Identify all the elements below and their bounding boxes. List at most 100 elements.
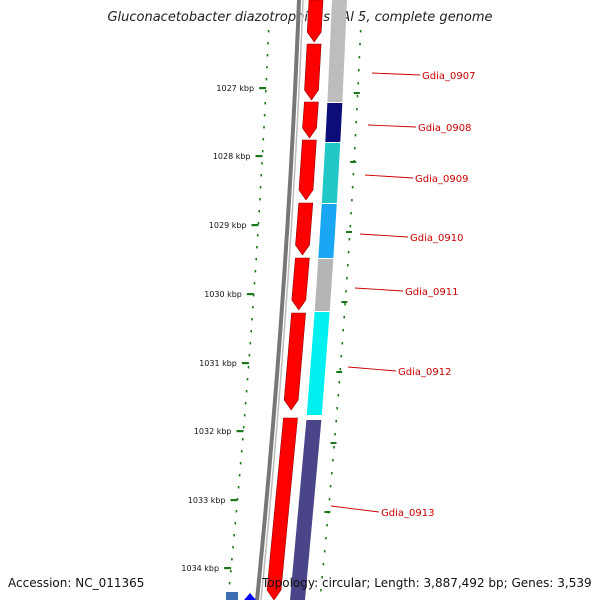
- ruler-dot-outer: [346, 277, 348, 280]
- ruler-dot-outer: [339, 368, 342, 371]
- accession-text: Accession: NC_011365: [8, 576, 145, 590]
- gene-label-leader: [347, 366, 397, 372]
- outer-tick: [353, 92, 360, 94]
- topology-text: Topology: circular; Length: 3,887,492 bp…: [262, 576, 592, 590]
- ruler-dot-outer: [351, 199, 353, 202]
- ruler-dot-outer: [338, 381, 341, 384]
- ruler-dot: [241, 438, 244, 441]
- ruler-dot: [261, 150, 264, 153]
- ruler-dot: [232, 546, 234, 549]
- ruler-dot-outer: [356, 108, 358, 111]
- backbone-line: [255, 0, 301, 600]
- gene-label: Gdia_0909: [415, 174, 468, 185]
- ruler-dot-outer: [351, 186, 354, 189]
- ruler-dot: [259, 186, 262, 189]
- ruler-tick-label: 1028 kbp: [213, 152, 251, 161]
- ruler-dot-outer: [359, 43, 361, 46]
- backbone-line-inner: [260, 0, 304, 600]
- ruler-dot-outer: [357, 82, 359, 85]
- ruler-dot-outer: [356, 95, 359, 98]
- ruler-dot-outer: [335, 420, 337, 423]
- ruler-dot-outer: [322, 563, 325, 566]
- ruler-dot-outer: [345, 290, 347, 293]
- cds-arrow: [304, 43, 322, 101]
- ruler-dot: [263, 126, 265, 129]
- gene-label: Gdia_0910: [410, 233, 463, 244]
- ruler-dot-outer: [326, 524, 328, 527]
- ruler-dot: [230, 570, 232, 573]
- ruler-dot-outer: [320, 589, 322, 592]
- ruler-dot: [250, 330, 252, 333]
- outer-tick: [336, 371, 343, 373]
- ruler-tick-label: 1033 kbp: [188, 496, 226, 505]
- ruler-dot: [244, 402, 247, 405]
- ruler-dot: [235, 510, 238, 513]
- outer-tick: [350, 161, 357, 163]
- ruler-dot: [266, 54, 269, 57]
- ruler-tick-label: 1030 kbp: [204, 290, 242, 299]
- ruler-dot: [267, 42, 269, 45]
- gene-label: Gdia_0912: [398, 367, 451, 378]
- gene-label-leader: [371, 72, 421, 76]
- ruler-tick-label: 1027 kbp: [216, 84, 254, 93]
- ruler-dot-outer: [347, 251, 350, 254]
- ruler-dot: [228, 582, 231, 585]
- ruler-dot-outer: [334, 433, 336, 436]
- ruler-dot: [251, 318, 253, 321]
- ruler-dot: [233, 534, 235, 537]
- ruler-dot-outer: [352, 173, 355, 176]
- ruler-dot-outer: [332, 459, 334, 462]
- cds-arrow: [302, 101, 319, 139]
- ruler-dot: [257, 222, 260, 225]
- gene-label-leader: [367, 124, 417, 128]
- gene-label-leader: [364, 174, 414, 179]
- ruler-dot: [240, 450, 243, 453]
- bottom-arrow: [244, 593, 256, 600]
- gene-label: Gdia_0908: [418, 123, 471, 134]
- ruler-dot: [256, 246, 258, 249]
- ruler-dot: [258, 210, 260, 213]
- ruler-dot-outer: [342, 329, 344, 332]
- ruler-dot: [265, 90, 267, 93]
- gene-block: [327, 0, 347, 102]
- ruler-tick: [230, 499, 238, 502]
- ruler-dot-outer: [355, 121, 357, 124]
- gene-label: Gdia_0911: [405, 287, 458, 298]
- ruler-dot: [245, 390, 248, 393]
- gene-block: [306, 312, 330, 415]
- ruler-dot-outer: [348, 238, 351, 241]
- ruler-dot-outer: [349, 225, 352, 228]
- ruler-dot-outer: [333, 446, 335, 449]
- ruler-tick: [236, 430, 244, 433]
- ruler-dot-outer: [323, 550, 326, 553]
- outer-tick: [346, 231, 352, 233]
- bottom-feature: [226, 592, 238, 600]
- cds-arrow: [306, 0, 324, 43]
- ruler-dot: [246, 378, 249, 381]
- gene-block: [314, 259, 334, 311]
- ruler-dot-outer: [344, 303, 346, 306]
- ruler-dot-outer: [347, 264, 349, 267]
- ruler-dot: [265, 78, 268, 81]
- ruler-dot: [264, 102, 266, 105]
- ruler-dot: [248, 354, 251, 357]
- ruler-dot: [231, 558, 233, 561]
- ruler-dot: [260, 174, 263, 177]
- ruler-dot-outer: [359, 30, 362, 33]
- ruler-dot: [261, 162, 263, 165]
- outer-tick: [324, 511, 331, 513]
- ruler-dot: [263, 114, 266, 117]
- ruler-tick: [241, 362, 249, 365]
- cds-arrow: [298, 139, 317, 201]
- ruler-dot: [239, 462, 242, 465]
- outer-tick: [330, 442, 337, 444]
- outer-tick: [341, 301, 348, 303]
- ruler-dot: [262, 138, 265, 141]
- ruler-dot: [243, 414, 246, 417]
- ruler-dot-outer: [325, 537, 327, 540]
- ruler-tick: [251, 224, 259, 227]
- ruler-dot: [242, 426, 245, 429]
- gene-label: Gdia_0913: [381, 508, 434, 519]
- gene-block: [318, 204, 337, 258]
- ruler-dot: [249, 342, 252, 345]
